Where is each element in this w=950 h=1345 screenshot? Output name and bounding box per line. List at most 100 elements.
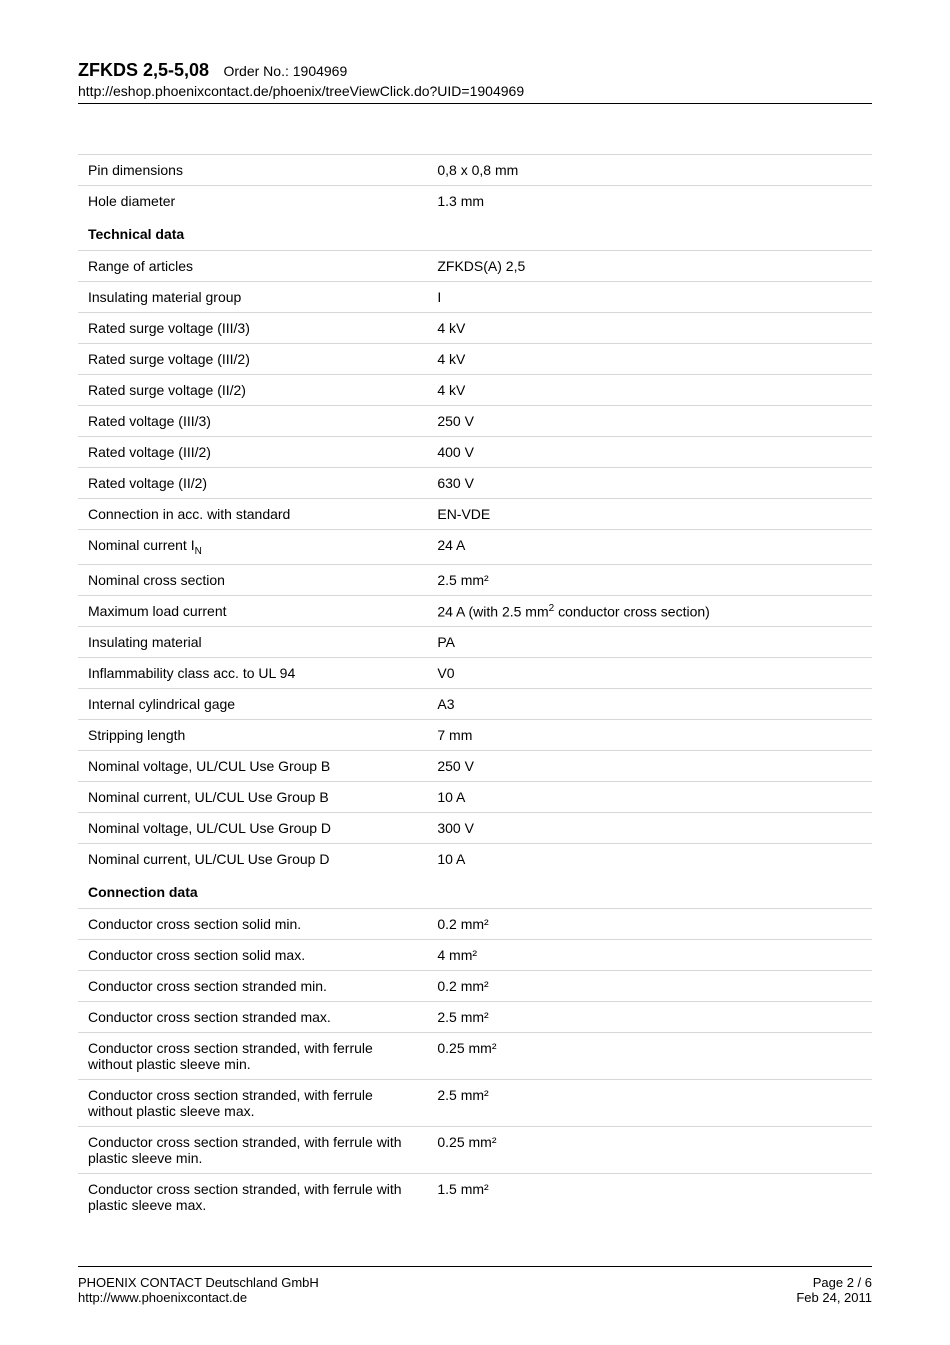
row-label: Insulating material group [78,282,427,313]
row-value: 400 V [427,437,872,468]
table-row: Inflammability class acc. to UL 94V0 [78,658,872,689]
page-header: ZFKDS 2,5-5,08 Order No.: 1904969 http:/… [78,60,872,104]
table-row: Conductor cross section solid min.0.2 mm… [78,909,872,940]
row-label: Connection in acc. with standard [78,499,427,530]
technical-data-table: Range of articlesZFKDS(A) 2,5Insulating … [78,250,872,874]
row-value: 0.25 mm² [427,1033,872,1080]
table-row: Range of articlesZFKDS(A) 2,5 [78,251,872,282]
page-footer: PHOENIX CONTACT Deutschland GmbH http://… [78,1266,872,1305]
table-row: Conductor cross section stranded min.0.2… [78,971,872,1002]
row-value: 4 mm² [427,940,872,971]
row-value: 630 V [427,468,872,499]
table-row: Rated surge voltage (II/2)4 kV [78,375,872,406]
row-value: 2.5 mm² [427,1080,872,1127]
technical-data-title: Technical data [78,216,872,250]
row-label: Conductor cross section stranded, with f… [78,1127,427,1174]
row-label: Nominal current, UL/CUL Use Group D [78,844,427,875]
footer-site: http://www.phoenixcontact.de [78,1290,319,1305]
row-label: Nominal voltage, UL/CUL Use Group D [78,813,427,844]
row-label: Rated voltage (II/2) [78,468,427,499]
product-name: ZFKDS 2,5-5,08 [78,60,209,80]
table-row: Pin dimensions0,8 x 0,8 mm [78,155,872,186]
table-row: Nominal cross section2.5 mm² [78,564,872,595]
order-number: Order No.: 1904969 [224,63,348,79]
row-label: Conductor cross section solid min. [78,909,427,940]
table-row: Conductor cross section stranded, with f… [78,1127,872,1174]
row-value: 0,8 x 0,8 mm [427,155,872,186]
row-label: Nominal voltage, UL/CUL Use Group B [78,751,427,782]
row-label: Nominal current, UL/CUL Use Group B [78,782,427,813]
row-label: Conductor cross section stranded, with f… [78,1080,427,1127]
table-row: Conductor cross section solid max.4 mm² [78,940,872,971]
row-label: Rated surge voltage (III/3) [78,313,427,344]
footer-date: Feb 24, 2011 [796,1290,872,1305]
row-label: Rated surge voltage (III/2) [78,344,427,375]
row-value: 0.25 mm² [427,1127,872,1174]
row-value: PA [427,627,872,658]
row-value: 24 A [427,530,872,565]
row-label: Conductor cross section solid max. [78,940,427,971]
table-row: Connection in acc. with standardEN-VDE [78,499,872,530]
row-label: Conductor cross section stranded, with f… [78,1174,427,1221]
footer-company: PHOENIX CONTACT Deutschland GmbH [78,1275,319,1290]
row-label: Rated surge voltage (II/2) [78,375,427,406]
connection-data-table: Conductor cross section solid min.0.2 mm… [78,908,872,1220]
row-value: 0.2 mm² [427,909,872,940]
row-label: Conductor cross section stranded min. [78,971,427,1002]
row-value: 24 A (with 2.5 mm2 conductor cross secti… [427,595,872,627]
row-value: 1.5 mm² [427,1174,872,1221]
row-label: Nominal cross section [78,564,427,595]
row-value: 4 kV [427,344,872,375]
table-row: Rated surge voltage (III/2)4 kV [78,344,872,375]
row-label: Conductor cross section stranded max. [78,1002,427,1033]
footer-page: Page 2 / 6 [796,1275,872,1290]
row-label: Rated voltage (III/2) [78,437,427,468]
table-row: Rated voltage (III/2)400 V [78,437,872,468]
row-value: 250 V [427,406,872,437]
table-row: Internal cylindrical gageA3 [78,689,872,720]
row-value: 4 kV [427,375,872,406]
row-label: Internal cylindrical gage [78,689,427,720]
row-value: 300 V [427,813,872,844]
row-value: 1.3 mm [427,186,872,217]
table-row: Rated surge voltage (III/3)4 kV [78,313,872,344]
table-row: Rated voltage (II/2)630 V [78,468,872,499]
table-row: Hole diameter1.3 mm [78,186,872,217]
row-value: 10 A [427,844,872,875]
table-row: Nominal current, UL/CUL Use Group D10 A [78,844,872,875]
table-row: Nominal current, UL/CUL Use Group B10 A [78,782,872,813]
row-label: Conductor cross section stranded, with f… [78,1033,427,1080]
table-row: Nominal voltage, UL/CUL Use Group D300 V [78,813,872,844]
table-row: Nominal voltage, UL/CUL Use Group B250 V [78,751,872,782]
table-row: Rated voltage (III/3)250 V [78,406,872,437]
row-label: Rated voltage (III/3) [78,406,427,437]
row-value: I [427,282,872,313]
row-value: 7 mm [427,720,872,751]
row-value: V0 [427,658,872,689]
table-row: Insulating materialPA [78,627,872,658]
table-row: Conductor cross section stranded, with f… [78,1033,872,1080]
table-row: Maximum load current24 A (with 2.5 mm2 c… [78,595,872,627]
row-value: 2.5 mm² [427,564,872,595]
row-value: ZFKDS(A) 2,5 [427,251,872,282]
row-label: Pin dimensions [78,155,427,186]
table-row: Conductor cross section stranded, with f… [78,1080,872,1127]
table-row: Insulating material groupI [78,282,872,313]
row-value: A3 [427,689,872,720]
row-label: Range of articles [78,251,427,282]
row-value: 4 kV [427,313,872,344]
row-label: Insulating material [78,627,427,658]
row-label: Nominal current IN [78,530,427,565]
table-row: Conductor cross section stranded, with f… [78,1174,872,1221]
row-label: Hole diameter [78,186,427,217]
row-value: EN-VDE [427,499,872,530]
row-value: 0.2 mm² [427,971,872,1002]
row-label: Maximum load current [78,595,427,627]
table-row: Nominal current IN24 A [78,530,872,565]
row-label: Stripping length [78,720,427,751]
connection-data-title: Connection data [78,874,872,908]
table-row: Conductor cross section stranded max.2.5… [78,1002,872,1033]
top-table: Pin dimensions0,8 x 0,8 mmHole diameter1… [78,154,872,216]
row-label: Inflammability class acc. to UL 94 [78,658,427,689]
table-row: Stripping length7 mm [78,720,872,751]
